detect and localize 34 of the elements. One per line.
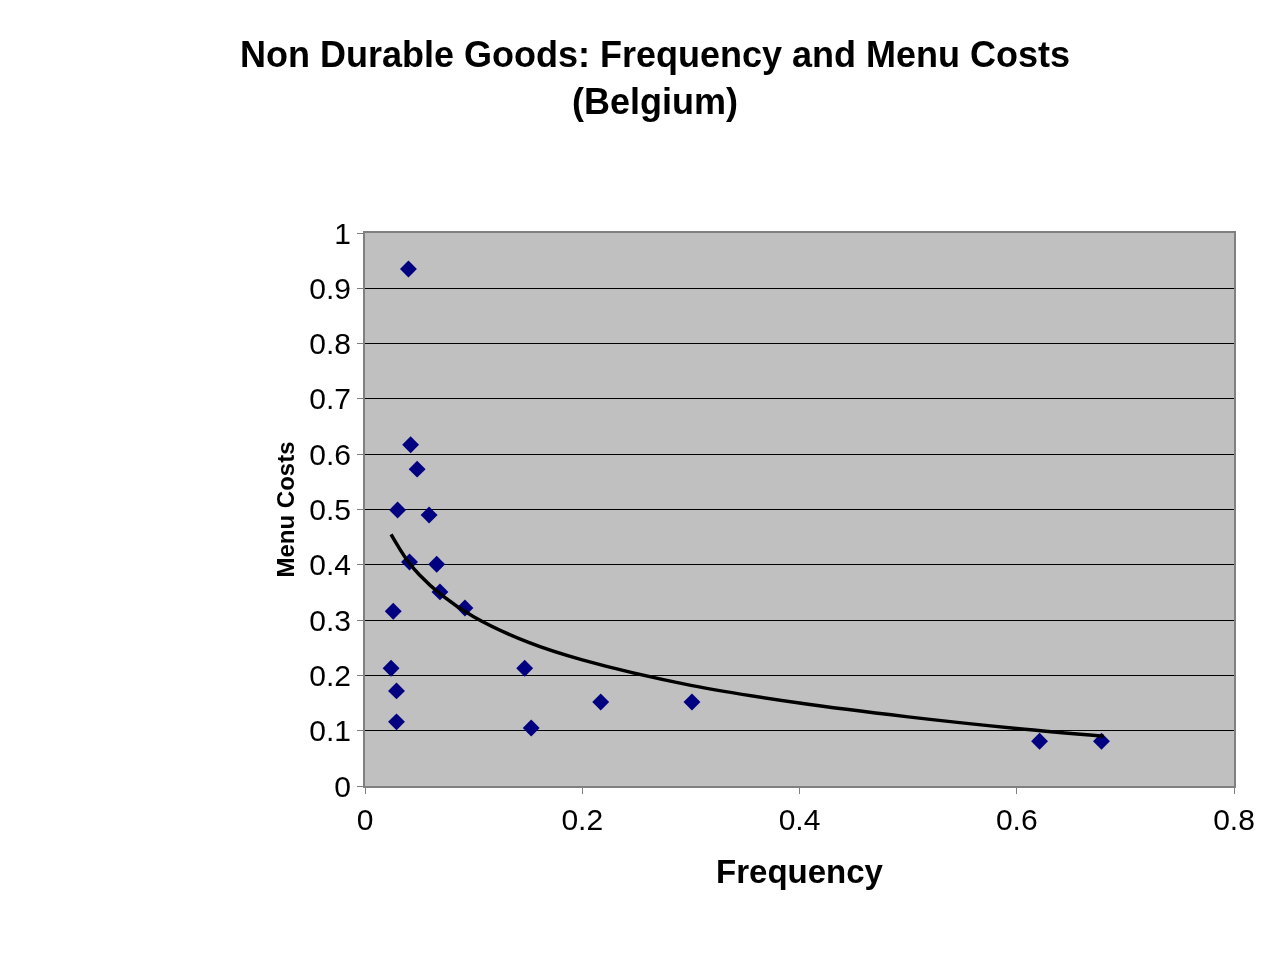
point: [400, 260, 417, 278]
point: [389, 501, 407, 519]
x-tick-label: 0.6: [995, 803, 1038, 836]
chart-title: Non Durable Goods: Frequency and Menu Costs (Belgium): [240, 33, 1071, 122]
y-tick-label: 0.5: [309, 493, 351, 526]
point: [388, 713, 405, 731]
point: [522, 719, 540, 737]
x-tick-label: 0: [356, 803, 374, 836]
x-axis-title: Frequency: [716, 853, 884, 891]
y-tick-label: 0.9: [309, 271, 351, 305]
y-tick-label: 0.7: [309, 382, 351, 416]
x-tick-label: 0.4: [778, 803, 821, 836]
point: [402, 436, 420, 454]
point: [428, 555, 446, 573]
y-tick-label: 1: [334, 216, 351, 250]
y-tick-label: 0: [334, 769, 351, 803]
point: [516, 659, 534, 677]
y-tick-label: 0.3: [309, 603, 351, 637]
x-tick-label: 0.2: [561, 803, 604, 836]
y-tick-label: 0.4: [309, 548, 351, 582]
y-tick-label: 0.1: [309, 714, 351, 748]
point: [388, 682, 405, 700]
point: [384, 602, 402, 620]
y-tick-label: 0.2: [309, 658, 351, 692]
y-tick-label: 0.6: [309, 437, 351, 471]
point: [1031, 732, 1049, 750]
x-tick-label: 0.8: [1213, 803, 1255, 836]
point: [683, 693, 701, 711]
point: [408, 460, 426, 478]
point: [420, 506, 438, 524]
y-tick-label: 0.8: [309, 327, 351, 361]
point: [592, 693, 610, 711]
point: [382, 659, 400, 677]
y-axis-title: Menu Costs: [271, 441, 299, 578]
